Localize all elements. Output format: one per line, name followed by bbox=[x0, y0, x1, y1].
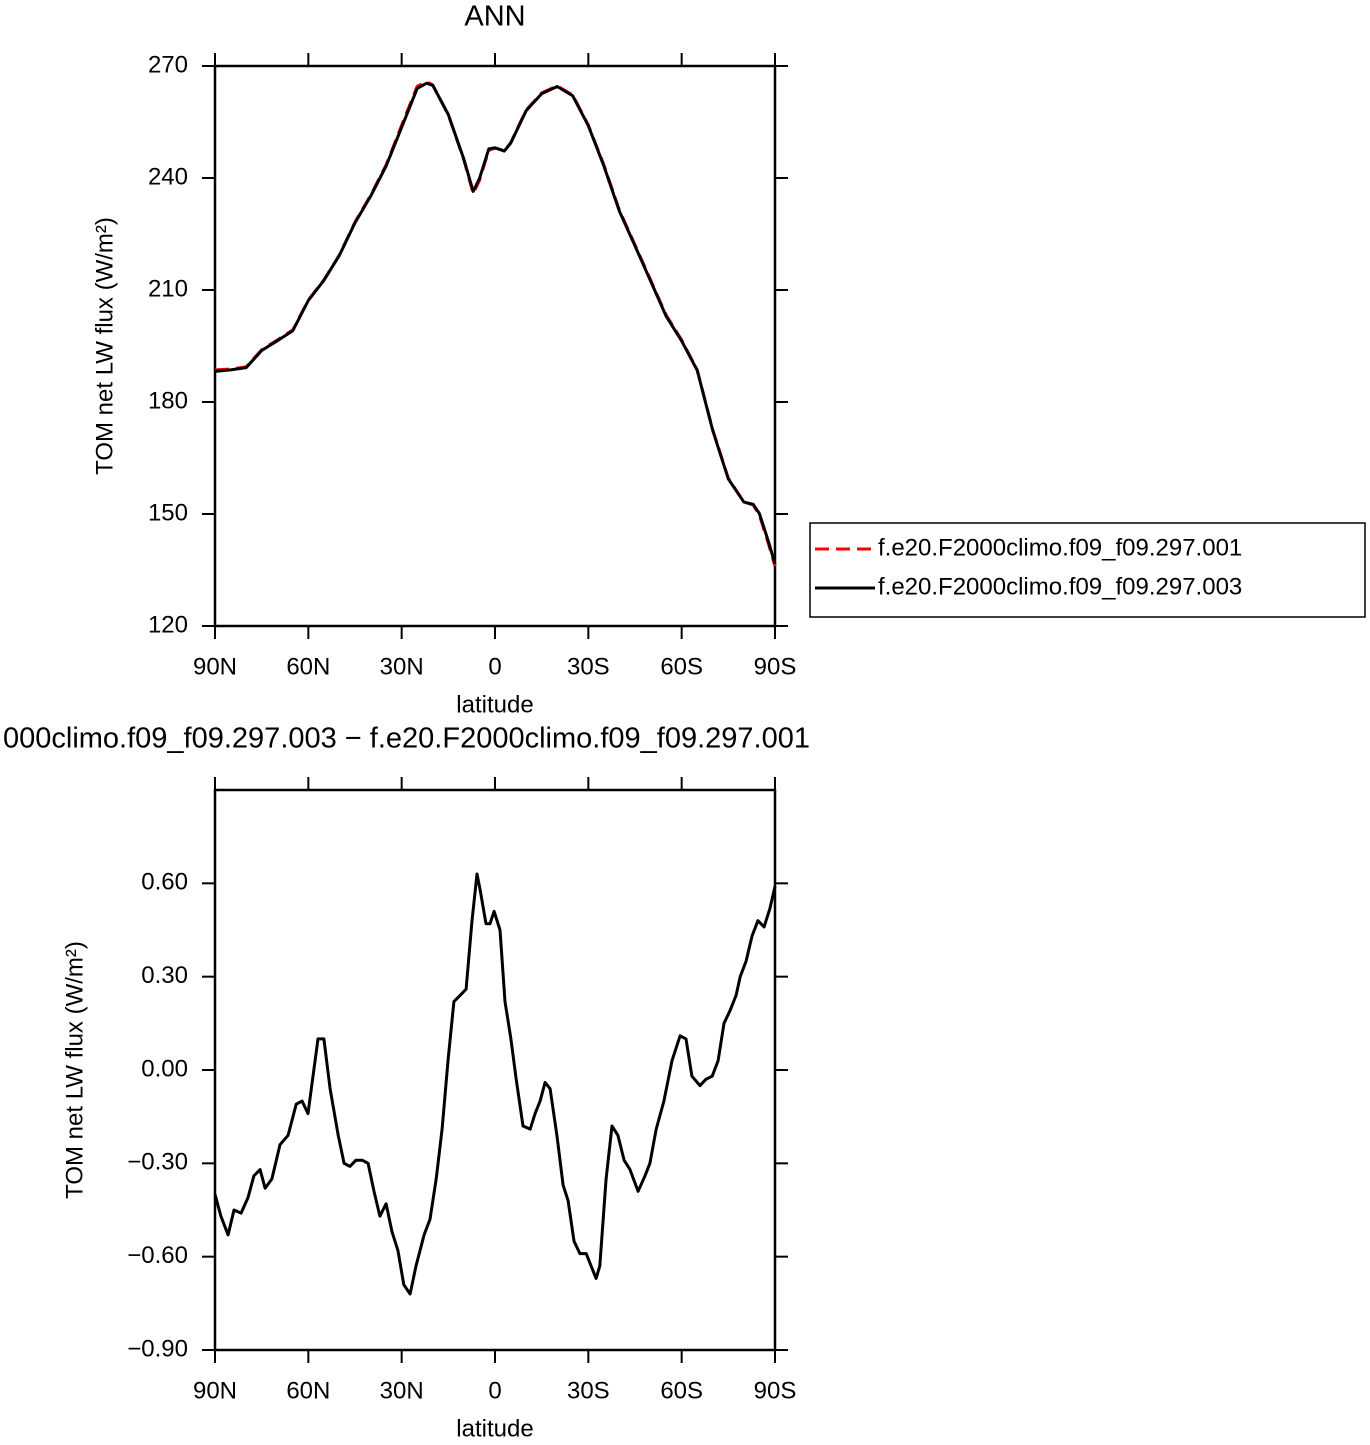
x-tick-label: 60S bbox=[660, 1377, 703, 1404]
plot-frame bbox=[213, 64, 777, 628]
legend-label: f.e20.F2000climo.f09_f09.297.001 bbox=[878, 534, 1242, 561]
chart-title: ANN bbox=[464, 1, 525, 33]
x-tick-label: 0 bbox=[488, 653, 501, 680]
chart-title: 000climo.f09_f09.297.003 − f.e20.F2000cl… bbox=[3, 723, 810, 755]
x-axis-label: latitude bbox=[456, 691, 533, 718]
y-tick-label: 0.00 bbox=[141, 1055, 188, 1082]
x-tick-label: 90S bbox=[754, 653, 797, 680]
y-tick-label: −0.30 bbox=[127, 1149, 188, 1176]
x-tick-label: 90N bbox=[193, 1377, 237, 1404]
x-tick-label: 90S bbox=[754, 1377, 797, 1404]
x-tick-label: 60N bbox=[286, 1377, 330, 1404]
y-tick-label: 270 bbox=[148, 51, 188, 78]
y-axis-label: TOM net LW flux (W/m²) bbox=[61, 941, 88, 1199]
y-tick-label: 150 bbox=[148, 499, 188, 526]
y-tick-label: 240 bbox=[148, 163, 188, 190]
y-tick-label: −0.90 bbox=[127, 1335, 188, 1362]
y-axis-label: TOM net LW flux (W/m²) bbox=[91, 217, 118, 475]
x-tick-label: 30S bbox=[567, 653, 610, 680]
data-line bbox=[213, 872, 777, 1296]
data-line bbox=[214, 81, 777, 565]
x-tick-label: 90N bbox=[193, 653, 237, 680]
y-tick-label: 0.30 bbox=[141, 962, 188, 989]
x-tick-label: 60N bbox=[286, 653, 330, 680]
y-tick-label: 0.60 bbox=[141, 869, 188, 896]
y-tick-label: 120 bbox=[148, 611, 188, 638]
y-tick-label: 180 bbox=[148, 387, 188, 414]
legend-box bbox=[809, 522, 1366, 618]
x-tick-label: 30N bbox=[380, 653, 424, 680]
x-tick-label: 60S bbox=[660, 653, 703, 680]
x-tick-label: 0 bbox=[488, 1377, 501, 1404]
y-tick-label: −0.60 bbox=[127, 1242, 188, 1269]
legend-label: f.e20.F2000climo.f09_f09.297.003 bbox=[878, 573, 1242, 600]
data-line bbox=[214, 80, 777, 567]
x-axis-label: latitude bbox=[456, 1415, 533, 1442]
y-tick-label: 210 bbox=[148, 275, 188, 302]
x-tick-label: 30S bbox=[567, 1377, 610, 1404]
x-tick-label: 30N bbox=[380, 1377, 424, 1404]
